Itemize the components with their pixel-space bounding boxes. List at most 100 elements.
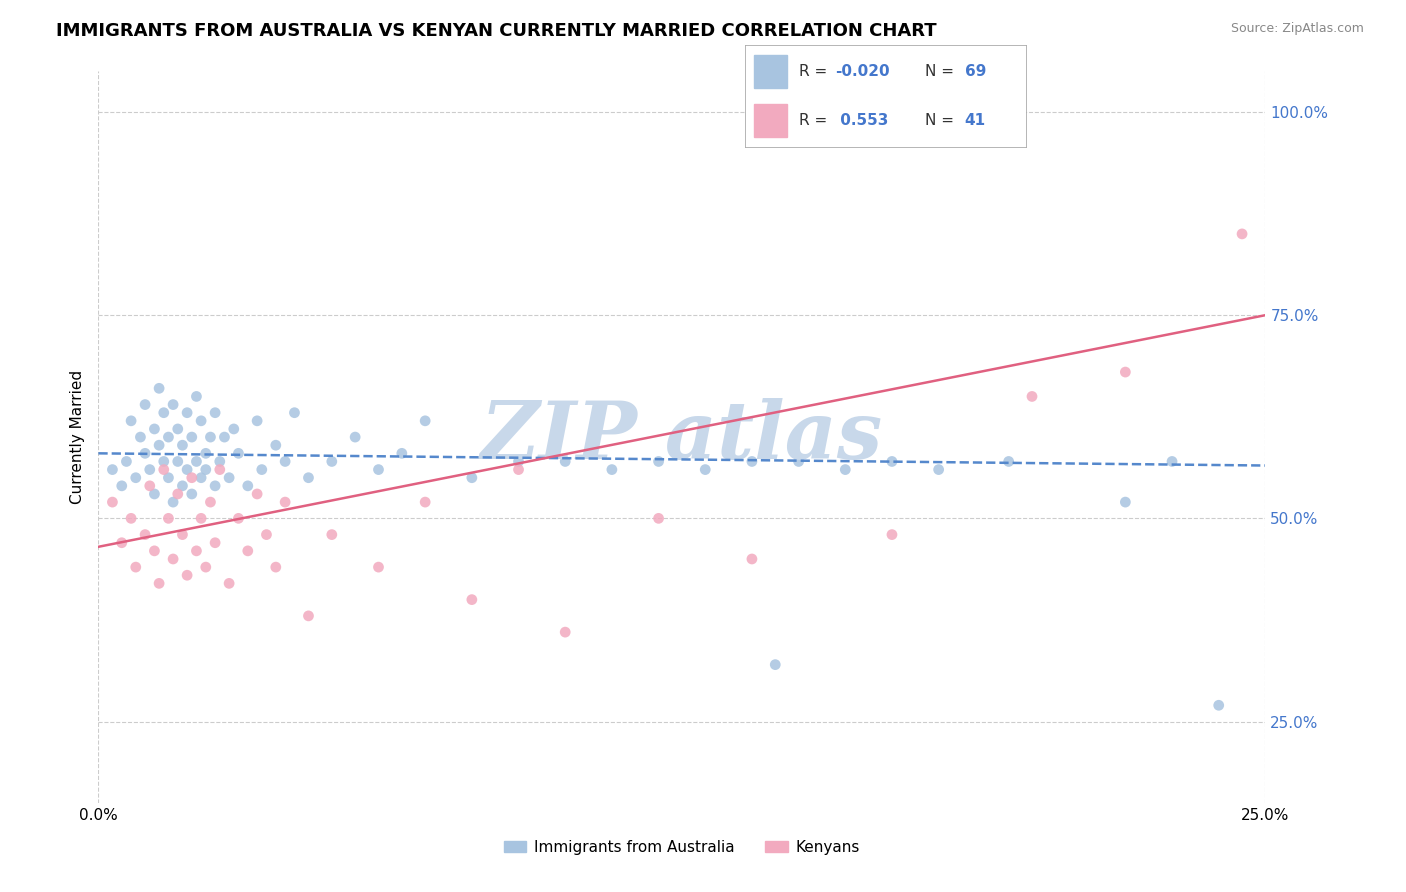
Point <box>186 544 208 558</box>
Text: R =: R = <box>799 113 832 128</box>
Point <box>134 446 156 460</box>
Point <box>554 625 576 640</box>
Point <box>204 535 226 549</box>
Point <box>176 462 198 476</box>
Point <box>246 487 269 501</box>
Text: -0.020: -0.020 <box>835 63 890 78</box>
Point <box>413 414 436 428</box>
Point <box>741 454 763 468</box>
Point <box>125 471 148 485</box>
Point <box>204 406 226 420</box>
Point <box>152 454 174 468</box>
Point <box>139 479 162 493</box>
Point <box>208 462 231 476</box>
Point <box>508 462 530 476</box>
Point <box>186 389 208 403</box>
Point <box>172 479 194 493</box>
Point <box>172 438 194 452</box>
Point <box>246 414 269 428</box>
Point <box>162 552 184 566</box>
Text: ZIP atlas: ZIP atlas <box>481 399 883 475</box>
Point <box>461 471 484 485</box>
Point <box>120 414 142 428</box>
Point <box>214 430 236 444</box>
Point <box>101 495 124 509</box>
Point <box>166 422 188 436</box>
Point <box>880 454 903 468</box>
Point <box>461 592 484 607</box>
Point <box>508 454 530 468</box>
Point <box>134 398 156 412</box>
Text: N =: N = <box>925 63 959 78</box>
Point <box>264 438 287 452</box>
Point <box>120 511 142 525</box>
Point <box>218 471 240 485</box>
Point <box>695 462 717 476</box>
Point <box>125 560 148 574</box>
Point <box>600 462 623 476</box>
Point <box>413 495 436 509</box>
Point <box>1114 495 1136 509</box>
Bar <box>754 55 787 87</box>
Point <box>180 430 202 444</box>
Point <box>344 430 367 444</box>
Point <box>236 479 259 493</box>
Point <box>129 430 152 444</box>
Point <box>554 454 576 468</box>
Point <box>928 462 950 476</box>
Point <box>194 446 217 460</box>
Point <box>391 446 413 460</box>
Point <box>208 454 231 468</box>
Text: IMMIGRANTS FROM AUSTRALIA VS KENYAN CURRENTLY MARRIED CORRELATION CHART: IMMIGRANTS FROM AUSTRALIA VS KENYAN CURR… <box>56 22 936 40</box>
Point <box>297 471 319 485</box>
Point <box>115 454 138 468</box>
Point <box>297 608 319 623</box>
Legend: Immigrants from Australia, Kenyans: Immigrants from Australia, Kenyans <box>498 834 866 861</box>
Y-axis label: Currently Married: Currently Married <box>69 370 84 504</box>
Text: 0.553: 0.553 <box>835 113 889 128</box>
Point <box>172 527 194 541</box>
Point <box>228 446 250 460</box>
Point <box>162 495 184 509</box>
Point <box>190 471 212 485</box>
Text: N =: N = <box>925 113 959 128</box>
Point <box>200 430 222 444</box>
Point <box>111 535 134 549</box>
Point <box>143 422 166 436</box>
Point <box>228 511 250 525</box>
Point <box>256 527 278 541</box>
Point <box>1230 227 1253 241</box>
Point <box>200 495 222 509</box>
Point <box>274 495 297 509</box>
Point <box>180 487 202 501</box>
Point <box>834 462 856 476</box>
Point <box>194 560 217 574</box>
Point <box>101 462 124 476</box>
Point <box>1114 365 1136 379</box>
Point <box>204 479 226 493</box>
Point <box>283 406 305 420</box>
Point <box>321 527 343 541</box>
Point <box>190 414 212 428</box>
Text: 69: 69 <box>965 63 986 78</box>
Bar <box>754 104 787 137</box>
Point <box>180 471 202 485</box>
Point <box>321 454 343 468</box>
Point <box>190 511 212 525</box>
Point <box>647 454 669 468</box>
Text: Source: ZipAtlas.com: Source: ZipAtlas.com <box>1230 22 1364 36</box>
Point <box>222 422 245 436</box>
Point <box>148 576 170 591</box>
Point <box>157 471 180 485</box>
Point <box>218 576 240 591</box>
Point <box>997 454 1019 468</box>
Point <box>787 454 810 468</box>
Point <box>186 454 208 468</box>
Point <box>162 398 184 412</box>
Point <box>367 462 389 476</box>
Point <box>152 462 174 476</box>
Point <box>157 430 180 444</box>
Text: 41: 41 <box>965 113 986 128</box>
Point <box>143 544 166 558</box>
Point <box>166 454 188 468</box>
